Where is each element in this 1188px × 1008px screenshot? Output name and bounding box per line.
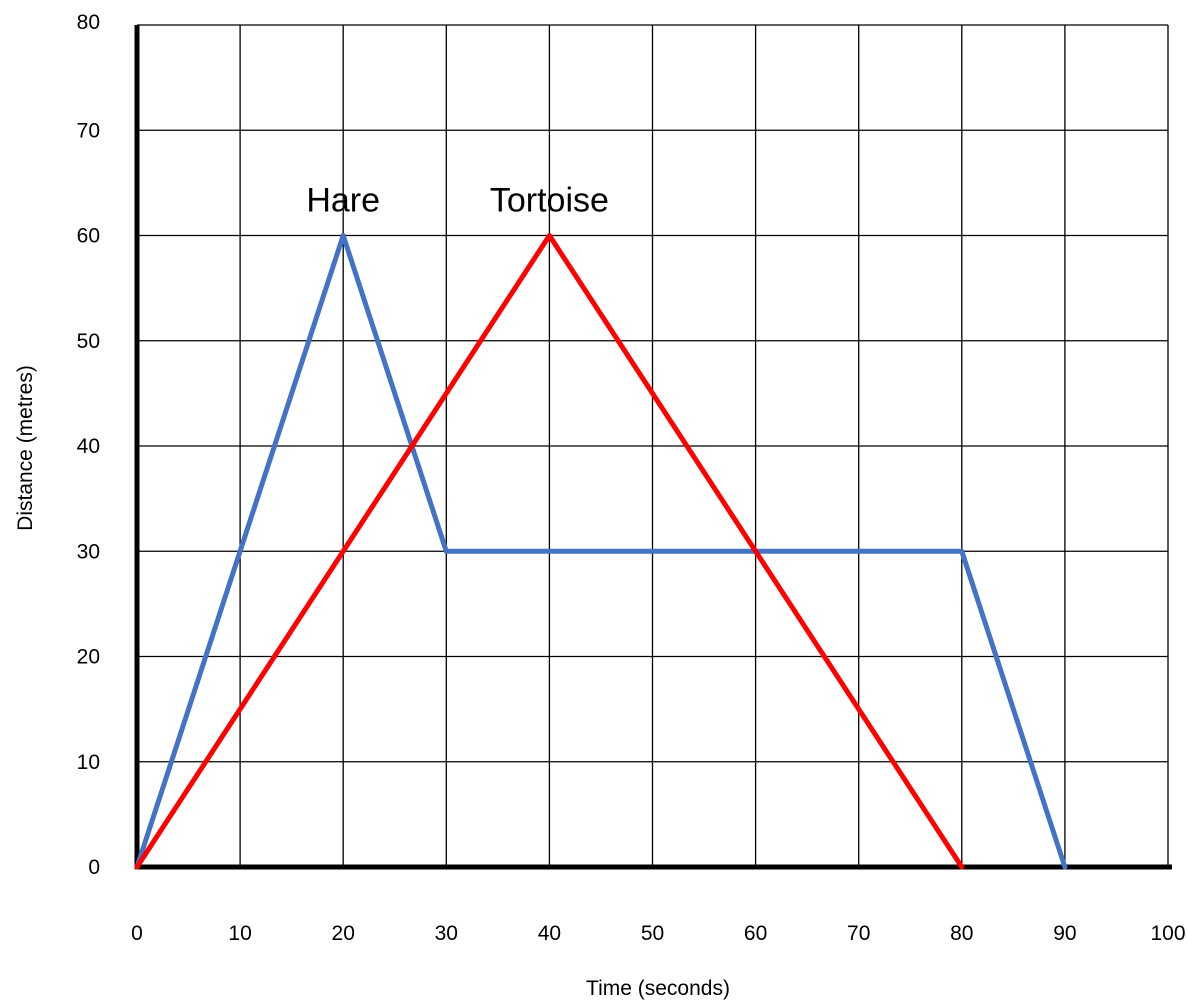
y-tick-label: 0 xyxy=(88,856,100,879)
y-tick-label: 60 xyxy=(77,225,100,248)
y-tick-label: 20 xyxy=(77,646,100,669)
x-tick-label: 0 xyxy=(131,922,143,945)
y-axis-title: Distance (metres) xyxy=(14,365,37,531)
series-label-tortoise: Tortoise xyxy=(490,182,609,220)
tick-labels: 0 10 20 30 40 50 60 70 80 90 100 0 10 20 30 40 50 60 70 80 xyxy=(77,11,1186,945)
series-label-hare: Hare xyxy=(306,182,380,220)
x-axis-title: Time (seconds) xyxy=(586,977,730,1000)
chart-grid xyxy=(137,24,1169,867)
x-tick-label: 70 xyxy=(847,922,870,945)
chart-axes xyxy=(134,25,1172,870)
x-tick-label: 20 xyxy=(332,922,355,945)
x-tick-label: 50 xyxy=(641,922,664,945)
x-tick-label: 100 xyxy=(1150,922,1185,945)
x-tick-label: 80 xyxy=(950,922,973,945)
y-tick-label: 30 xyxy=(77,540,100,563)
x-tick-label: 10 xyxy=(228,922,251,945)
y-tick-label: 40 xyxy=(77,435,100,458)
x-tick-label: 60 xyxy=(744,922,767,945)
series-labels: Hare Tortoise xyxy=(306,182,609,220)
y-tick-label: 10 xyxy=(77,751,100,774)
chart-series xyxy=(134,233,1068,870)
x-tick-label: 40 xyxy=(538,922,561,945)
x-tick-label: 90 xyxy=(1053,922,1076,945)
y-tick-label: 80 xyxy=(77,11,100,34)
y-tick-label: 50 xyxy=(77,330,100,353)
x-tick-label: 30 xyxy=(435,922,458,945)
y-tick-label: 70 xyxy=(77,119,100,142)
series-line-tortoise xyxy=(134,233,965,870)
series-line-hare xyxy=(134,233,1068,870)
